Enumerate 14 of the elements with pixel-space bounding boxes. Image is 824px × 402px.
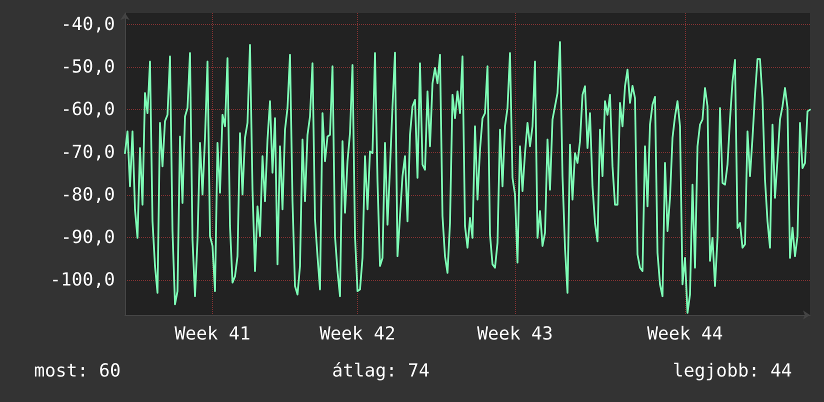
y-tick-label: -70,0 [60,142,115,163]
x-tick-label: Week 44 [647,324,723,344]
y-tick-label: -80,0 [60,184,115,206]
text: átlag: 74 [332,360,430,382]
y-tick-label: -100,0 [50,270,115,291]
y-tick-label: -90,0 [60,226,115,248]
x-tick-label: Week 42 [320,324,396,344]
x-tick-label: Week 41 [174,324,250,344]
x-tick-label: Week 43 [477,324,553,344]
y-tick-label: -50,0 [60,56,115,78]
y-tick-label: -60,0 [60,99,115,120]
text: most: 60 [34,360,121,382]
y-tick-label: -40,0 [60,14,115,35]
text: legjobb: 44 [672,360,792,382]
